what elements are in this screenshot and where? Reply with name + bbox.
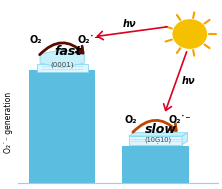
Text: O₂˙⁻: O₂˙⁻ xyxy=(78,35,100,45)
Text: (10Ģ10): (10Ģ10) xyxy=(145,137,172,144)
Bar xyxy=(29,70,95,183)
Polygon shape xyxy=(182,133,188,145)
Text: O₂˙⁻ generation: O₂˙⁻ generation xyxy=(4,92,13,153)
Polygon shape xyxy=(129,133,188,136)
Text: (0001): (0001) xyxy=(50,62,74,68)
FancyArrowPatch shape xyxy=(164,52,187,110)
Text: hν: hν xyxy=(123,19,136,29)
Polygon shape xyxy=(37,64,88,72)
FancyArrowPatch shape xyxy=(133,120,176,132)
Text: O₂: O₂ xyxy=(29,35,42,45)
Text: O₂: O₂ xyxy=(125,115,137,125)
Text: hν: hν xyxy=(181,76,195,86)
Polygon shape xyxy=(129,136,182,145)
Text: O₂˙⁻: O₂˙⁻ xyxy=(169,115,191,125)
Circle shape xyxy=(173,20,206,48)
FancyArrowPatch shape xyxy=(97,27,167,40)
Text: fast: fast xyxy=(54,45,81,57)
Text: slow: slow xyxy=(145,123,177,136)
FancyArrowPatch shape xyxy=(40,43,83,55)
Polygon shape xyxy=(40,50,84,68)
Bar xyxy=(122,146,189,183)
